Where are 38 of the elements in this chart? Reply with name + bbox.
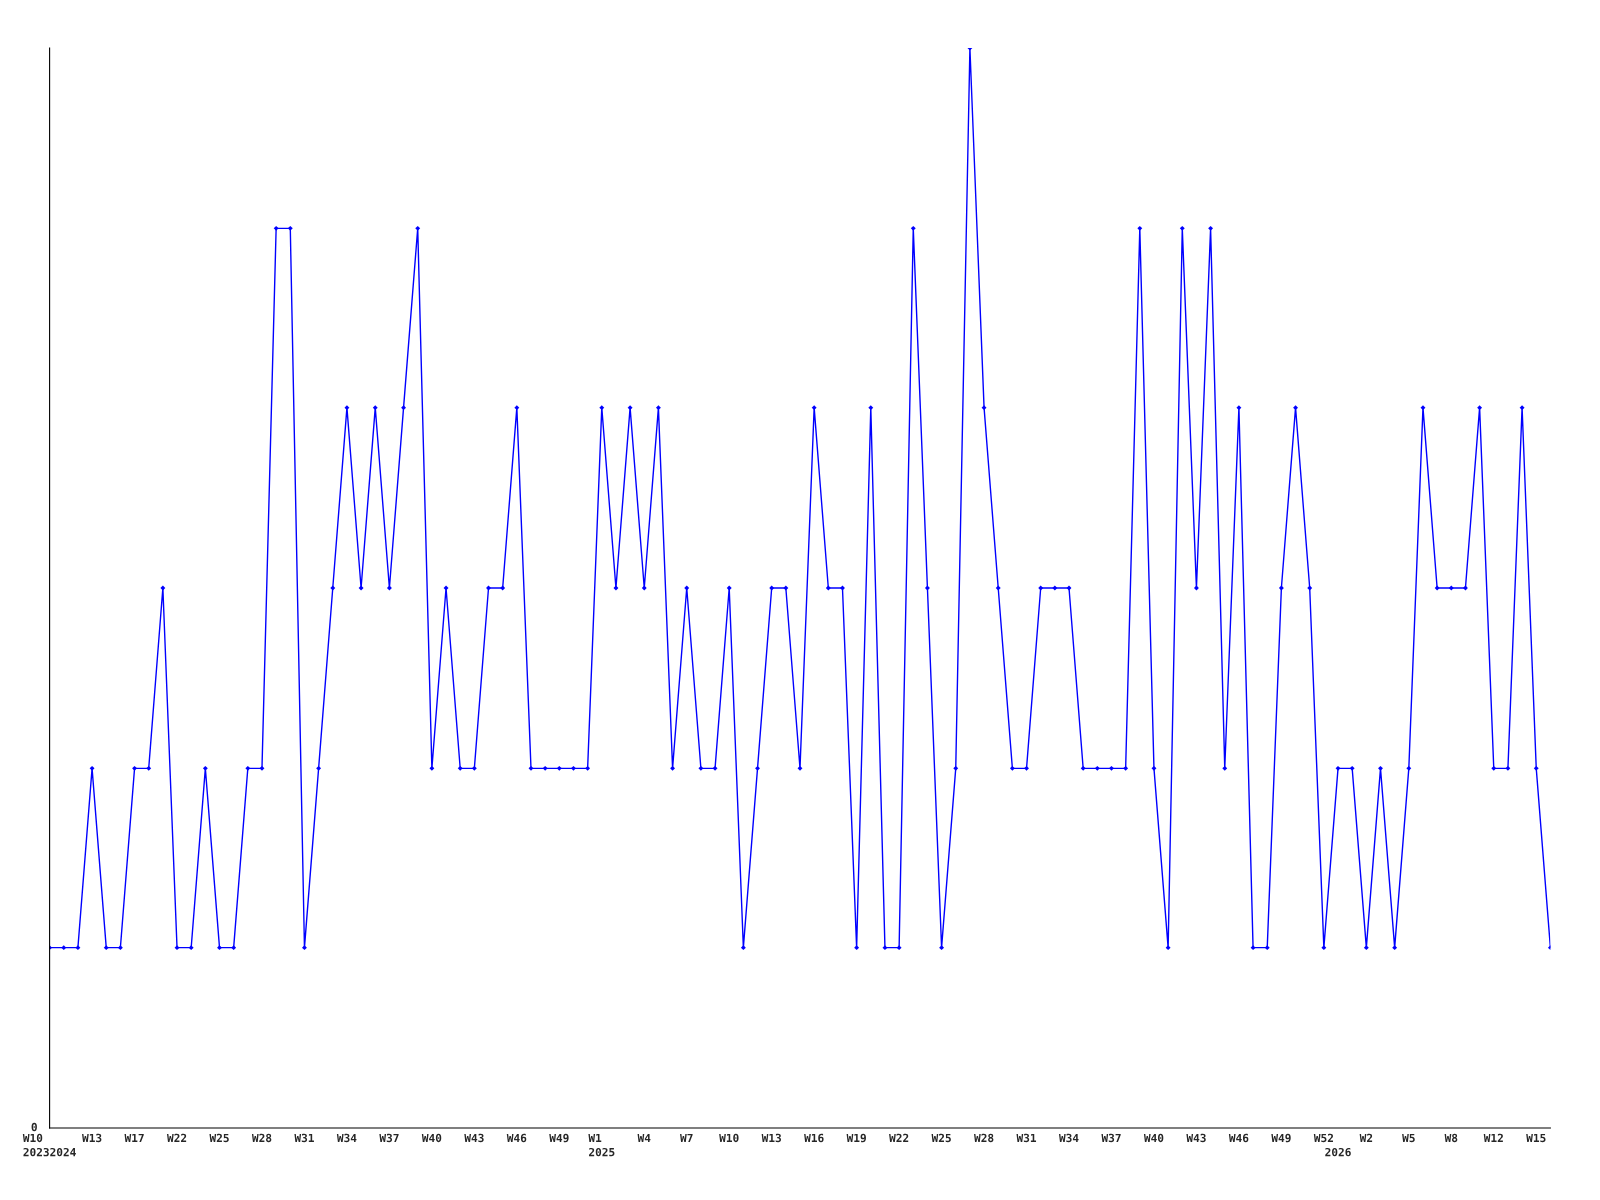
- x-tick-label: W34: [1058, 1133, 1079, 1143]
- x-tick-label: W15: [1526, 1133, 1546, 1143]
- x-tick-label: W25: [209, 1133, 229, 1143]
- x-tick-label: W4: [637, 1133, 651, 1142]
- x-tick-label: W52: [1313, 1133, 1333, 1143]
- x-tick-label: W22: [166, 1133, 187, 1142]
- x-tick-label: W37: [379, 1133, 399, 1143]
- x-tick-label: W16: [804, 1133, 824, 1143]
- x-tick-label: W17: [124, 1133, 144, 1142]
- x-tick-label: W28: [251, 1133, 272, 1143]
- x-tick-label: W12: [1483, 1133, 1503, 1142]
- x-tick-label: W43: [1186, 1133, 1206, 1143]
- x-tick-label: W7: [680, 1133, 693, 1142]
- x-tick-label: W31: [294, 1133, 314, 1143]
- x-tick-label: W31: [1016, 1133, 1037, 1143]
- x-tick-label: W8: [1444, 1133, 1458, 1143]
- x-tick-label: W10: [719, 1133, 739, 1143]
- x-tick-label: W2: [1359, 1133, 1373, 1142]
- x-tick-label: W1 2025: [588, 1133, 615, 1157]
- x-tick-label: W40: [1143, 1133, 1164, 1143]
- x-tick-label: W19: [846, 1133, 866, 1143]
- x-tick-label: 2026: [1325, 1147, 1351, 1157]
- x-tick-label: W46: [1228, 1133, 1249, 1143]
- text: 0: [31, 1122, 37, 1132]
- x-tick-label: W43: [464, 1133, 484, 1143]
- x-tick-label: W37: [1101, 1133, 1121, 1143]
- x-tick-label: W22: [889, 1133, 909, 1142]
- x-tick-label: W13: [761, 1133, 781, 1143]
- x-tick-label: W25: [931, 1133, 951, 1143]
- x-tick-label: W49: [1271, 1133, 1291, 1143]
- x-tick-label: W28: [974, 1133, 994, 1143]
- x-tick-label: W40: [421, 1133, 442, 1143]
- x-tick-label: W13: [82, 1133, 102, 1143]
- x-tick-label: W46: [506, 1133, 527, 1143]
- x-tick-label: W10 20232024: [22, 1133, 76, 1157]
- x-tick-label: W5: [1402, 1133, 1415, 1143]
- x-tick-label: W34: [336, 1133, 357, 1143]
- x-tick-label: W49: [549, 1133, 569, 1143]
